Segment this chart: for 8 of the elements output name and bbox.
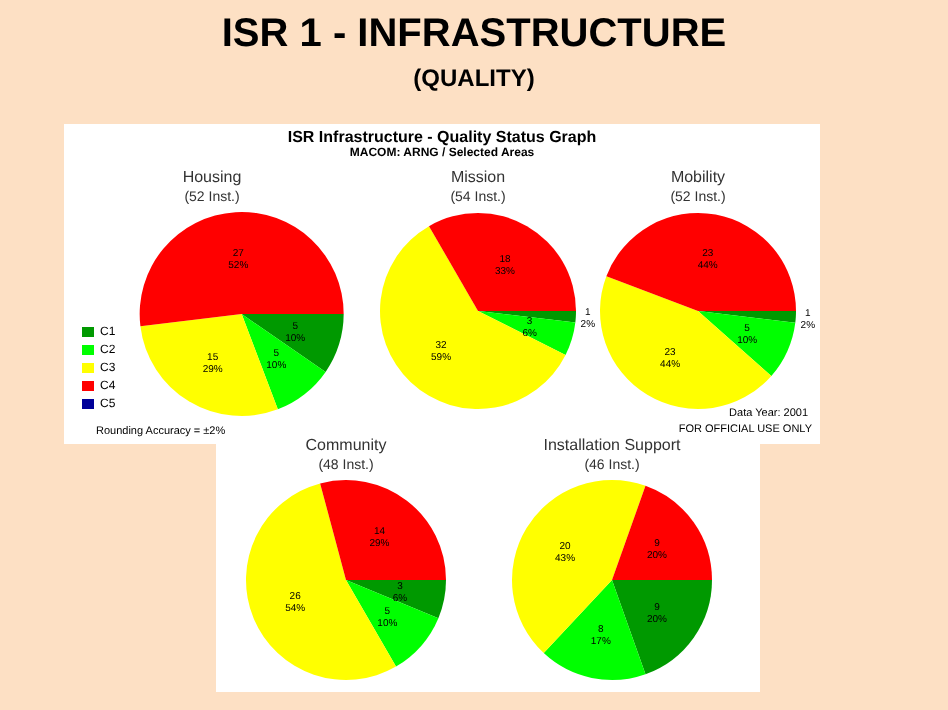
text: (QUALITY) bbox=[411, 64, 537, 92]
text: ISR Infrastructure - Quality Status Graph bbox=[285, 128, 599, 146]
chart-title: Mission bbox=[450, 168, 506, 187]
chart-title: Community bbox=[305, 436, 387, 455]
chart-title: Mobility bbox=[670, 168, 726, 187]
text: ISR 1 - INFRASTRUCTURE bbox=[219, 12, 729, 58]
chart-title: Housing bbox=[182, 168, 242, 187]
chart-title: Installation Support bbox=[543, 436, 683, 455]
